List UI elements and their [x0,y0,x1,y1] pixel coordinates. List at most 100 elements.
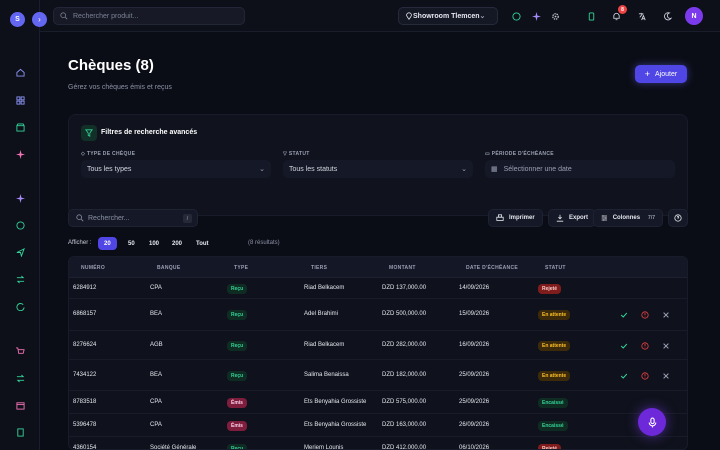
check-icon[interactable] [617,339,631,353]
chat-icon[interactable] [14,219,26,231]
th-tiers[interactable]: TIERS [311,265,328,271]
columns-button[interactable]: Colonnes 7/7 [593,209,663,227]
th-statut[interactable]: STATUT [545,265,566,271]
export-label: Export [569,215,589,221]
export-button[interactable]: Export [548,209,597,227]
filters-title: Filtres de recherche avancés [101,129,198,136]
home-icon[interactable] [14,66,26,78]
columns-label: Colonnes [612,215,641,221]
help-button[interactable] [668,209,688,227]
chevron-down-icon: ⌄ [259,166,265,173]
cell-tiers: Riad Belkacem [304,342,345,348]
table-row[interactable]: 8276624 AGB Reçu Riad Belkacem DZD 282,0… [69,331,687,360]
cell-montant: DZD 412,000.00 [382,445,427,450]
showroom-select[interactable]: Showroom Tlemcen ⌄ [398,7,498,25]
page-size-all[interactable]: Tout [196,240,209,247]
help-icon [674,214,682,222]
cell-tiers: Salima Benaissa [304,372,349,378]
status-badge: Encaissé [538,421,568,431]
table-row[interactable]: 8783518 CPA Émis Ets Benyahia Grossiste … [69,391,687,414]
cart-icon[interactable] [14,345,26,357]
add-cheque-button[interactable]: + Ajouter [635,65,687,83]
cell-tiers: Ets Benyahia Grossiste [304,399,367,405]
filters-panel: Filtres de recherche avancés ◇ TYPE DE C… [68,114,688,216]
table-row[interactable]: 5396478 CPA Émis Ets Benyahia Grossiste … [69,414,687,437]
sidebar-toggle-button[interactable]: › [32,12,47,27]
cell-banque: CPA [150,422,162,428]
sidebar: S [0,0,40,450]
workspace-avatar[interactable]: S [10,12,25,27]
download-icon [556,214,564,222]
alert-icon[interactable] [638,339,652,353]
microphone-icon [648,417,656,427]
user-avatar[interactable]: N [685,7,703,25]
status-filter-label: ▽ STATUT [283,151,310,157]
cell-date: 25/09/2026 [459,372,490,378]
document-icon[interactable] [14,426,26,438]
cell-montant: DZD 282,000.00 [382,342,427,348]
type-badge: Reçu [227,444,248,449]
th-banque[interactable]: BANQUE [157,265,181,271]
print-button[interactable]: Imprimer [488,209,543,227]
sliders-icon [601,215,608,221]
close-icon[interactable] [659,369,673,383]
table-row[interactable]: 6868157 BEA Reçu Adel Brahimi DZD 500,00… [69,299,687,331]
showroom-name: Showroom Tlemcen [413,12,480,20]
check-icon[interactable] [617,308,631,322]
chevron-down-icon: ⌄ [479,13,486,20]
transfer-icon[interactable] [14,372,26,384]
transfer-icon[interactable] [14,273,26,285]
alert-icon[interactable] [638,308,652,322]
page-size-100[interactable]: 100 [149,240,160,247]
print-label: Imprimer [509,215,535,221]
send-icon[interactable] [14,246,26,258]
close-icon[interactable] [659,339,673,353]
page-size-20[interactable]: 20 [98,237,117,250]
calendar-icon[interactable] [14,399,26,411]
sparkle-icon[interactable] [530,10,542,22]
cell-montant: DZD 182,000.00 [382,372,427,378]
sparkle-icon[interactable] [14,148,26,160]
phone-icon[interactable] [585,10,597,22]
product-search-input[interactable]: Rechercher produit... [53,7,245,25]
refresh-icon[interactable] [14,300,26,312]
table-row[interactable]: 6284912 CPA Reçu Riad Belkacem DZD 137,0… [69,278,687,299]
th-numero[interactable]: NUMÉRO [81,265,106,271]
page-size-200[interactable]: 200 [172,240,183,247]
table-header: NUMÉRO BANQUE TYPE TIERS MONTANT DATE D'… [69,257,687,278]
table-row[interactable]: 7434122 BEA Reçu Salima Benaissa DZD 182… [69,360,687,391]
type-badge: Reçu [227,310,248,320]
status-badge: En attente [538,371,571,381]
translate-icon[interactable] [636,10,648,22]
status-label-text: STATUT [288,151,310,157]
bell-icon[interactable] [610,10,622,22]
alert-icon[interactable] [638,369,652,383]
table-row[interactable]: 4360154 Société Générale Reçu Meriem Lou… [69,437,687,450]
topbar: Rechercher produit... Showroom Tlemcen ⌄… [40,0,720,32]
printer-icon [496,214,504,221]
status-badge: En attente [538,341,571,351]
close-icon[interactable] [659,308,673,322]
status-select[interactable]: Tous les statuts ⌄ [283,160,473,178]
th-montant[interactable]: MONTANT [389,265,416,271]
th-date[interactable]: DATE D'ÉCHÉANCE [466,265,518,271]
main-content: Chèques (8) Gérez vos chèques émis et re… [40,32,720,450]
cell-numero: 4360154 [73,445,97,450]
gear-icon[interactable] [549,10,561,22]
check-icon[interactable] [617,369,631,383]
period-date-input[interactable]: ▦ Sélectionner une date [485,160,675,178]
chat-icon[interactable] [510,10,522,22]
dashboard-icon[interactable] [14,94,26,106]
store-icon[interactable] [14,121,26,133]
table-search-input[interactable]: Rechercher... / [68,209,198,227]
status-badge: Rejeté [538,444,562,449]
status-badge: Rejeté [538,284,562,294]
sparkle-icon[interactable] [14,192,26,204]
cell-montant: DZD 163,000.00 [382,422,427,428]
type-select[interactable]: Tous les types ⌄ [81,160,271,178]
type-badge: Émis [227,421,247,431]
page-size-50[interactable]: 50 [128,240,135,247]
moon-icon[interactable] [661,10,673,22]
voice-assistant-button[interactable] [638,408,666,436]
th-type[interactable]: TYPE [234,265,249,271]
